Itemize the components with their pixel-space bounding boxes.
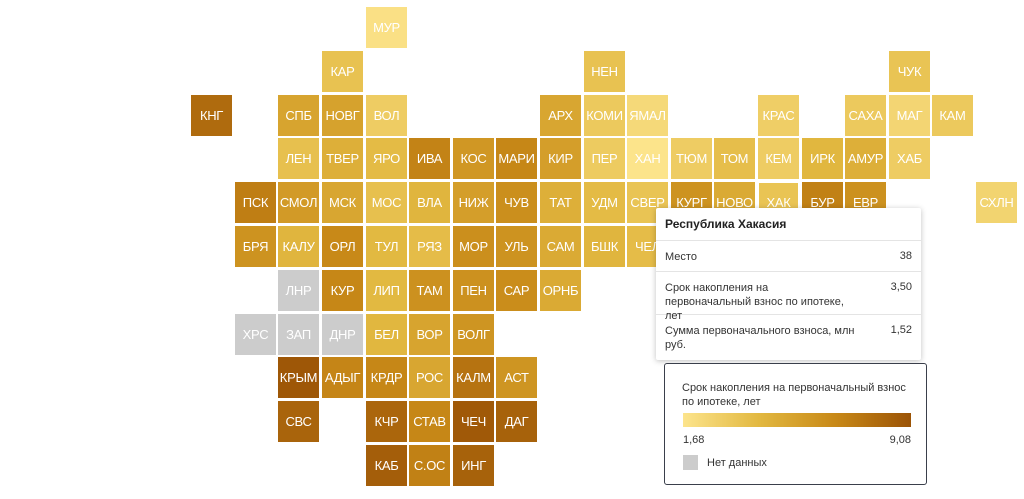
region-tile[interactable]: СВС [278,401,319,442]
region-tile[interactable]: МОР [453,226,494,267]
legend-no-data-label: Нет данных [707,457,767,469]
region-tile[interactable]: КНГ [191,95,232,136]
region-tile[interactable]: ЧЕЧ [453,401,494,442]
region-tile[interactable]: БШК [584,226,625,267]
region-tile[interactable]: ХРС [235,314,276,355]
region-tile[interactable]: ДАГ [496,401,537,442]
region-tile[interactable]: ЧУК [889,51,930,92]
region-tile[interactable]: ПЕН [453,270,494,311]
region-tile[interactable]: МАГ [889,95,930,136]
region-tile[interactable]: С.ОС [409,445,450,486]
region-tile[interactable]: НЕН [584,51,625,92]
region-tile[interactable]: КУР [322,270,363,311]
region-tile[interactable]: СПБ [278,95,319,136]
region-tile[interactable]: СВЕР [627,182,668,223]
legend-gradient-bar [683,413,911,427]
region-tile[interactable]: КАР [322,51,363,92]
region-tile[interactable]: БЕЛ [366,314,407,355]
region-tile[interactable]: ЧУВ [496,182,537,223]
region-tile[interactable]: АСТ [496,357,537,398]
region-tile[interactable]: ЛНР [278,270,319,311]
region-tile[interactable]: ТАТ [540,182,581,223]
region-tile[interactable]: КРАС [758,95,799,136]
region-tile[interactable]: КАМ [932,95,973,136]
region-tile[interactable]: ТВЕР [322,138,363,179]
region-tile[interactable]: ОРЛ [322,226,363,267]
legend-min-label: 1,68 [683,434,705,446]
region-tile[interactable]: СМОЛ [278,182,319,223]
region-tile[interactable]: КАЛМ [453,357,494,398]
region-tile[interactable]: УДМ [584,182,625,223]
region-tile[interactable]: РОС [409,357,450,398]
legend-max-label: 9,08 [889,434,911,446]
region-tile[interactable]: НИЖ [453,182,494,223]
region-tile[interactable]: САХА [845,95,886,136]
legend-no-data-swatch [683,455,698,470]
region-tile[interactable]: СХЛН [976,182,1017,223]
region-tile[interactable]: ЯРО [366,138,407,179]
region-tile[interactable]: ВОР [409,314,450,355]
tooltip-row-rank: Место 38 [656,241,921,272]
region-tile[interactable]: ВОЛ [366,95,407,136]
region-tile[interactable]: ТОМ [714,138,755,179]
region-tile[interactable]: УЛЬ [496,226,537,267]
region-tile[interactable]: ТАМ [409,270,450,311]
region-tile[interactable]: КОМИ [584,95,625,136]
tooltip-title: Республика Хакасия [656,208,921,241]
region-tile[interactable]: АРХ [540,95,581,136]
tooltip-amount-value: 1,52 [890,324,912,336]
region-tile[interactable]: КИР [540,138,581,179]
region-tile[interactable]: ХАН [627,138,668,179]
region-tile[interactable]: МАРИ [496,138,537,179]
region-tile[interactable]: ИВА [409,138,450,179]
region-tile[interactable]: МУР [366,7,407,48]
region-tile[interactable]: ТЮМ [671,138,712,179]
tooltip-rank-label: Место [665,251,697,263]
region-tile[interactable]: ХАБ [889,138,930,179]
region-tile[interactable]: ИРК [802,138,843,179]
region-tile[interactable]: КАБ [366,445,407,486]
legend-title: Срок накопления на первоначальный взнос … [682,382,906,408]
region-tooltip: Республика Хакасия Место 38 Срок накопле… [656,208,921,360]
region-tile[interactable]: САМ [540,226,581,267]
region-tile[interactable]: КЕМ [758,138,799,179]
region-tile[interactable]: КЧР [366,401,407,442]
tooltip-amount-label: Сумма первоначального взноса, млн руб. [665,325,855,351]
region-tile[interactable]: БРЯ [235,226,276,267]
region-tile[interactable]: ОРНБ [540,270,581,311]
region-tile[interactable]: ЗАП [278,314,319,355]
region-tile[interactable]: НОВГ [322,95,363,136]
region-tile[interactable]: КРДР [366,357,407,398]
region-tile[interactable]: КОС [453,138,494,179]
tooltip-years-label: Срок накопления на первоначальный взнос … [665,282,844,322]
region-tile[interactable]: ЯМАЛ [627,95,668,136]
tooltip-years-value: 3,50 [890,281,912,293]
tooltip-row-amount: Сумма первоначального взноса, млн руб. 1… [656,315,921,359]
region-tile[interactable]: МСК [322,182,363,223]
region-tile[interactable]: ДНР [322,314,363,355]
color-legend: Срок накопления на первоначальный взнос … [664,363,927,485]
region-tile[interactable]: КАЛУ [278,226,319,267]
region-tile[interactable]: САР [496,270,537,311]
region-tile[interactable]: ПСК [235,182,276,223]
region-tile[interactable]: СТАВ [409,401,450,442]
region-tile[interactable]: ЛЕН [278,138,319,179]
region-tile[interactable]: ПЕР [584,138,625,179]
region-tile[interactable]: МОС [366,182,407,223]
region-tile[interactable]: ВЛА [409,182,450,223]
region-tile[interactable]: ТУЛ [366,226,407,267]
region-tile[interactable]: АМУР [845,138,886,179]
region-tile[interactable]: ИНГ [453,445,494,486]
region-tile[interactable]: РЯЗ [409,226,450,267]
region-tile[interactable]: ЛИП [366,270,407,311]
region-tile[interactable]: КРЫМ [278,357,319,398]
region-tile[interactable]: АДЫГ [322,357,363,398]
tooltip-row-years: Срок накопления на первоначальный взнос … [656,272,921,322]
tooltip-rank-value: 38 [899,250,912,262]
region-tile[interactable]: ВОЛГ [453,314,494,355]
